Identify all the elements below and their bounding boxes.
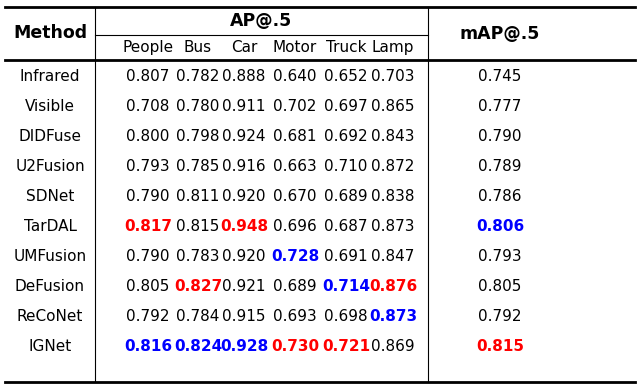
Text: Method: Method [13,25,87,43]
Text: 0.920: 0.920 [222,249,266,264]
Text: 0.728: 0.728 [271,249,319,264]
Text: 0.663: 0.663 [273,159,317,174]
Text: 0.815: 0.815 [176,219,220,234]
Text: 0.782: 0.782 [176,69,220,84]
Text: Truck: Truck [326,40,366,55]
Text: 0.670: 0.670 [273,189,317,204]
Text: Visible: Visible [25,99,75,114]
Text: 0.824: 0.824 [174,339,222,354]
Text: TarDAL: TarDAL [24,219,77,234]
Text: DeFusion: DeFusion [15,279,85,294]
Text: 0.790: 0.790 [126,249,170,264]
Text: 0.708: 0.708 [126,99,170,114]
Text: UMFusion: UMFusion [13,249,86,264]
Text: 0.838: 0.838 [371,189,415,204]
Text: 0.800: 0.800 [126,129,170,144]
Text: 0.792: 0.792 [126,309,170,324]
Text: 0.811: 0.811 [176,189,220,204]
Text: 0.790: 0.790 [126,189,170,204]
Text: 0.798: 0.798 [176,129,220,144]
Text: 0.703: 0.703 [371,69,415,84]
Text: 0.790: 0.790 [478,129,522,144]
Text: Bus: Bus [184,40,212,55]
Text: 0.783: 0.783 [176,249,220,264]
Text: 0.696: 0.696 [273,219,317,234]
Text: 0.873: 0.873 [369,309,417,324]
Text: 0.928: 0.928 [220,339,268,354]
Text: 0.869: 0.869 [371,339,415,354]
Text: DIDFuse: DIDFuse [19,129,81,144]
Text: 0.785: 0.785 [176,159,220,174]
Text: 0.921: 0.921 [222,279,266,294]
Text: 0.916: 0.916 [222,159,266,174]
Text: 0.843: 0.843 [371,129,415,144]
Text: 0.730: 0.730 [271,339,319,354]
Text: 0.816: 0.816 [124,339,172,354]
Text: 0.691: 0.691 [324,249,368,264]
Text: 0.793: 0.793 [478,249,522,264]
Text: 0.681: 0.681 [273,129,317,144]
Text: 0.924: 0.924 [222,129,266,144]
Text: 0.784: 0.784 [176,309,220,324]
Text: Infrared: Infrared [20,69,80,84]
Text: 0.805: 0.805 [478,279,522,294]
Text: 0.805: 0.805 [126,279,170,294]
Text: 0.702: 0.702 [273,99,317,114]
Text: 0.827: 0.827 [174,279,222,294]
Text: 0.689: 0.689 [324,189,368,204]
Text: 0.640: 0.640 [273,69,317,84]
Text: Lamp: Lamp [372,40,414,55]
Text: 0.789: 0.789 [478,159,522,174]
Text: 0.847: 0.847 [371,249,415,264]
Text: SDNet: SDNet [26,189,74,204]
Text: 0.817: 0.817 [124,219,172,234]
Text: 0.872: 0.872 [371,159,415,174]
Text: 0.780: 0.780 [176,99,220,114]
Text: 0.948: 0.948 [220,219,268,234]
Text: 0.888: 0.888 [222,69,266,84]
Text: 0.792: 0.792 [478,309,522,324]
Text: 0.689: 0.689 [273,279,317,294]
Text: 0.876: 0.876 [369,279,417,294]
Text: Car: Car [231,40,257,55]
Text: 0.714: 0.714 [322,279,370,294]
Text: People: People [122,40,173,55]
Text: 0.687: 0.687 [324,219,368,234]
Text: 0.911: 0.911 [222,99,266,114]
Text: 0.815: 0.815 [476,339,524,354]
Text: 0.873: 0.873 [371,219,415,234]
Text: 0.793: 0.793 [126,159,170,174]
Text: mAP@.5: mAP@.5 [460,25,540,43]
Text: 0.865: 0.865 [371,99,415,114]
Text: IGNet: IGNet [28,339,72,354]
Text: 0.698: 0.698 [324,309,368,324]
Text: 0.652: 0.652 [324,69,368,84]
Text: AP@.5: AP@.5 [230,12,292,30]
Text: Motor: Motor [273,40,317,55]
Text: 0.920: 0.920 [222,189,266,204]
Text: 0.806: 0.806 [476,219,524,234]
Text: 0.721: 0.721 [322,339,370,354]
Text: ReCoNet: ReCoNet [17,309,83,324]
Text: 0.915: 0.915 [222,309,266,324]
Text: 0.692: 0.692 [324,129,368,144]
Text: 0.697: 0.697 [324,99,368,114]
Text: 0.786: 0.786 [478,189,522,204]
Text: U2Fusion: U2Fusion [15,159,85,174]
Text: 0.745: 0.745 [478,69,522,84]
Text: 0.777: 0.777 [478,99,522,114]
Text: 0.807: 0.807 [126,69,170,84]
Text: 0.693: 0.693 [273,309,317,324]
Text: 0.710: 0.710 [324,159,368,174]
